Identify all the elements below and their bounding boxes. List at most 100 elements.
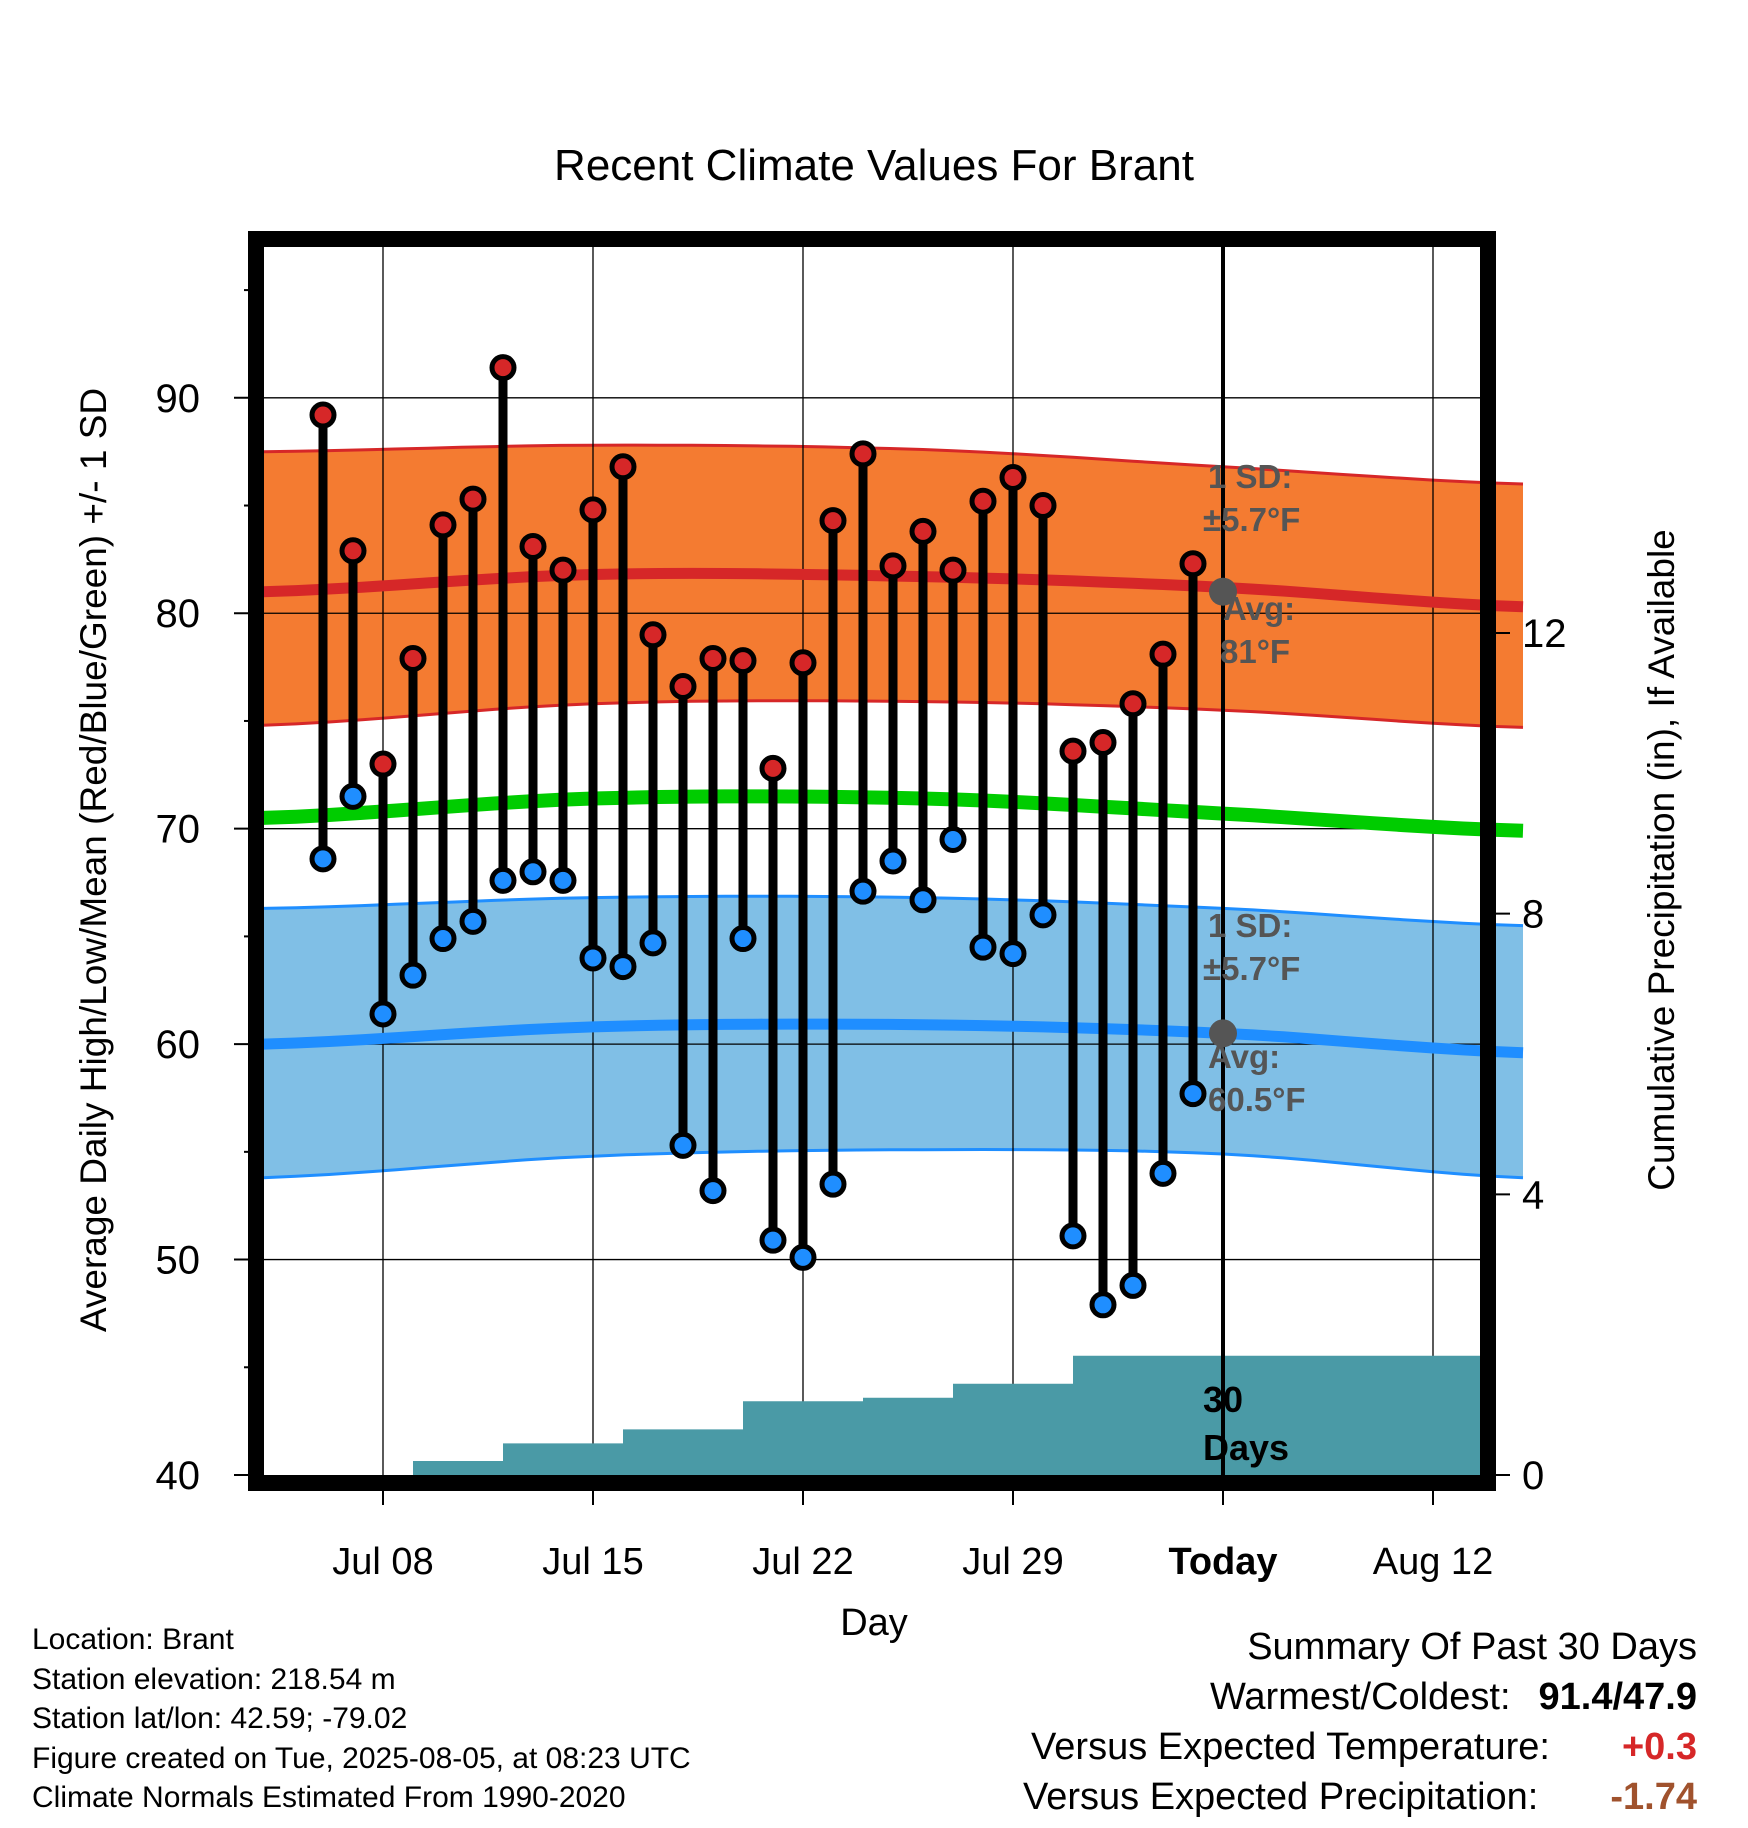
- daily-low-point: [1089, 1291, 1117, 1319]
- y2-axis-label: Cumulative Precipitation (in), If Availa…: [1641, 529, 1682, 1191]
- daily-low-point: [939, 825, 967, 853]
- daily-high-point: [1149, 640, 1177, 668]
- y-tick-label: 50: [156, 1239, 201, 1283]
- x-tick-label: Jul 08: [332, 1541, 433, 1583]
- daily-high-point: [639, 621, 667, 649]
- daily-low-point: [1179, 1080, 1207, 1108]
- y-tick-label: 80: [156, 592, 201, 636]
- plot-frame: [248, 231, 1496, 1491]
- daily-low-point: [1029, 901, 1057, 929]
- high-avg-label: Avg:: [1223, 590, 1295, 627]
- daily-high-point: [729, 647, 757, 675]
- daily-high-point: [489, 354, 517, 382]
- x-tick-label: Jul 29: [962, 1541, 1063, 1583]
- daily-low-point: [609, 953, 637, 981]
- daily-low-point: [729, 925, 757, 953]
- daily-high-point: [849, 440, 877, 468]
- daily-high-point: [309, 401, 337, 429]
- daily-low-point: [1149, 1159, 1177, 1187]
- daily-high-point: [939, 556, 967, 584]
- daily-low-point: [669, 1131, 697, 1159]
- daily-low-point: [849, 877, 877, 905]
- daily-low-point: [909, 886, 937, 914]
- summary-temp: Versus Expected Temperature: +0.3: [1023, 1722, 1697, 1772]
- daily-low-point: [489, 866, 517, 894]
- daily-low-point: [639, 929, 667, 957]
- low-sd-band: [263, 896, 1523, 1178]
- y-tick-label: 60: [156, 1023, 201, 1067]
- low-sd-band-lower-edge: [262, 1147, 1524, 1180]
- daily-low-point: [429, 925, 457, 953]
- daily-high-point: [549, 556, 577, 584]
- daily-high-point: [579, 496, 607, 524]
- daily-low-point: [369, 1000, 397, 1028]
- precip-days-label: 30: [1203, 1379, 1243, 1420]
- y2-tick-label: 4: [1522, 1173, 1544, 1217]
- daily-low-point: [309, 845, 337, 873]
- daily-high-point: [1059, 737, 1087, 765]
- daily-low-point: [399, 961, 427, 989]
- high-sd-band-upper-edge: [262, 443, 1524, 486]
- daily-high-point: [339, 537, 367, 565]
- y2-tick-label: 8: [1522, 893, 1544, 937]
- latlon-text: Station lat/lon: 42.59; -79.02: [32, 1702, 408, 1735]
- elevation-text: Station elevation: 218.54 m: [32, 1662, 396, 1696]
- today-low-avg-marker: [1209, 1019, 1237, 1048]
- daily-high-point: [669, 672, 697, 700]
- low-sd-value: ±5.7°F: [1203, 950, 1300, 987]
- precip-value: -1.74: [1610, 1776, 1697, 1818]
- y2-tick-label: 12: [1522, 612, 1567, 656]
- high-sd-value: ±5.7°F: [1203, 501, 1300, 538]
- daily-low-point: [339, 782, 367, 810]
- low-avg-value: 60.5°F: [1208, 1081, 1306, 1118]
- daily-high-point: [399, 644, 427, 672]
- summary-precip: Versus Expected Precipitation: -1.74: [1023, 1772, 1697, 1822]
- precip-label: Versus Expected Precipitation:: [1022, 1776, 1539, 1818]
- daily-low-point: [819, 1170, 847, 1198]
- x-tick-label: Jul 15: [542, 1541, 643, 1583]
- summary-warm-cold: Warmest/Coldest: 91.4/47.9: [1023, 1672, 1697, 1722]
- y-axis-label: Average Daily High/Low/Mean (Red/Blue/Gr…: [73, 388, 114, 1332]
- temp-label: Versus Expected Temperature:: [1031, 1726, 1550, 1768]
- y-tick-label: 70: [156, 808, 201, 852]
- today-high-avg-marker: [1209, 577, 1237, 606]
- daily-low-point: [699, 1177, 727, 1205]
- daily-high-point: [969, 487, 997, 515]
- location-text: Location: Brant: [32, 1623, 234, 1656]
- warm-cold-value: 91.4/47.9: [1538, 1676, 1697, 1718]
- daily-low-point: [879, 847, 907, 875]
- daily-high-point: [459, 485, 487, 513]
- high-avg-value: 81°F: [1220, 633, 1290, 670]
- y2-tick-label: 0: [1522, 1454, 1544, 1498]
- daily-high-point: [819, 507, 847, 535]
- low-avg-label: Avg:: [1208, 1038, 1280, 1075]
- temp-value: +0.3: [1621, 1726, 1697, 1768]
- daily-high-point: [909, 517, 937, 545]
- y-tick-label: 40: [156, 1454, 201, 1498]
- daily-high-point: [1119, 690, 1147, 718]
- daily-low-point: [549, 866, 577, 894]
- x-axis-label: Day: [840, 1602, 908, 1644]
- normals-text: Climate Normals Estimated From 1990-2020: [32, 1781, 626, 1814]
- created-text: Figure created on Tue, 2025-08-05, at 08…: [32, 1741, 691, 1775]
- daily-high-point: [999, 464, 1027, 492]
- daily-low-point: [999, 940, 1027, 968]
- y-tick-label: 90: [156, 377, 201, 421]
- high-sd-label: 1 SD:: [1208, 458, 1292, 495]
- daily-high-point: [1029, 492, 1057, 520]
- low-avg-line: [262, 1018, 1524, 1059]
- daily-high-point: [429, 511, 457, 539]
- plot-area: 1 SD: ±5.7°F Avg: 81°F 1 SD: ±5.7°F Avg: 60.5°F…: [156, 231, 1567, 1583]
- daily-high-point: [519, 532, 547, 560]
- daily-high-point: [609, 453, 637, 481]
- warm-cold-label: Warmest/Coldest:: [1209, 1676, 1511, 1718]
- x-tick-label: Jul 22: [752, 1541, 853, 1583]
- x-tick-label: Aug 12: [1373, 1541, 1493, 1583]
- daily-high-point: [1179, 550, 1207, 578]
- daily-high-point: [879, 552, 907, 580]
- daily-low-point: [1059, 1222, 1087, 1250]
- summary-title-text: Summary Of Past 30 Days: [1247, 1626, 1697, 1668]
- daily-high-point: [789, 649, 817, 677]
- summary-title: Summary Of Past 30 Days: [1023, 1622, 1697, 1672]
